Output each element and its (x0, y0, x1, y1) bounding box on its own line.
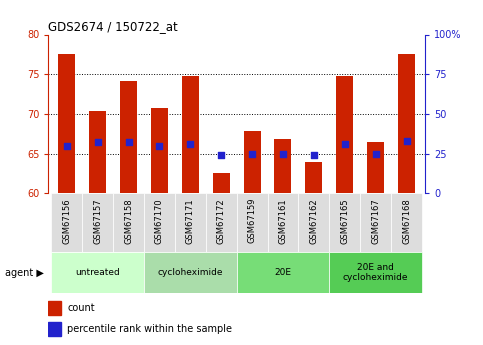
Text: GSM67170: GSM67170 (155, 198, 164, 244)
Point (372, 151, 380, 156)
Point (94, 140, 101, 145)
Bar (182, 76, 199, 193)
Text: GSM67165: GSM67165 (340, 198, 349, 244)
Text: GDS2674 / 150722_at: GDS2674 / 150722_at (48, 20, 178, 33)
Bar (82, 193, 113, 252)
Bar (51, 252, 144, 293)
Text: GSM67158: GSM67158 (124, 198, 133, 244)
Point (310, 152, 318, 158)
Bar (237, 252, 329, 293)
Bar (206, 193, 237, 252)
Bar (329, 193, 360, 252)
Point (125, 140, 132, 145)
Bar (144, 193, 175, 252)
Bar (113, 193, 144, 252)
Text: count: count (67, 303, 95, 313)
Point (248, 151, 256, 156)
Text: agent ▶: agent ▶ (5, 268, 43, 277)
Bar (89, 111, 106, 193)
Bar (144, 252, 237, 293)
Bar (367, 142, 384, 193)
Bar (58, 54, 75, 193)
Text: GSM67172: GSM67172 (217, 198, 226, 244)
Bar (237, 193, 268, 252)
Bar (175, 193, 206, 252)
Bar (48, 322, 61, 336)
Text: cycloheximide: cycloheximide (157, 268, 223, 277)
Bar (336, 76, 353, 193)
Bar (391, 193, 422, 252)
Text: GSM67171: GSM67171 (186, 198, 195, 244)
Point (63, 143, 71, 148)
Bar (398, 53, 415, 193)
Bar (305, 162, 322, 193)
Point (186, 141, 194, 147)
Text: GSM67162: GSM67162 (310, 198, 318, 244)
Text: GSM67159: GSM67159 (248, 198, 256, 243)
Text: GSM67168: GSM67168 (402, 198, 411, 244)
Text: GSM67161: GSM67161 (279, 198, 287, 244)
Bar (213, 173, 230, 193)
Text: 20E and
cycloheximide: 20E and cycloheximide (343, 263, 409, 282)
Bar (298, 193, 329, 252)
Text: GSM67156: GSM67156 (62, 198, 71, 244)
Bar (48, 301, 61, 315)
Point (217, 152, 225, 158)
Bar (268, 193, 298, 252)
Text: untreated: untreated (75, 268, 120, 277)
Bar (120, 81, 137, 193)
Bar (51, 193, 82, 252)
Point (341, 141, 349, 147)
Text: GSM67157: GSM67157 (93, 198, 102, 244)
Bar (360, 193, 391, 252)
Bar (274, 139, 291, 193)
Text: GSM67167: GSM67167 (371, 198, 380, 244)
Bar (329, 252, 422, 293)
Point (156, 143, 163, 148)
Bar (151, 108, 168, 193)
Text: 20E: 20E (274, 268, 291, 277)
Point (403, 138, 411, 144)
Point (279, 151, 287, 156)
Text: percentile rank within the sample: percentile rank within the sample (67, 324, 232, 334)
Bar (243, 131, 261, 193)
